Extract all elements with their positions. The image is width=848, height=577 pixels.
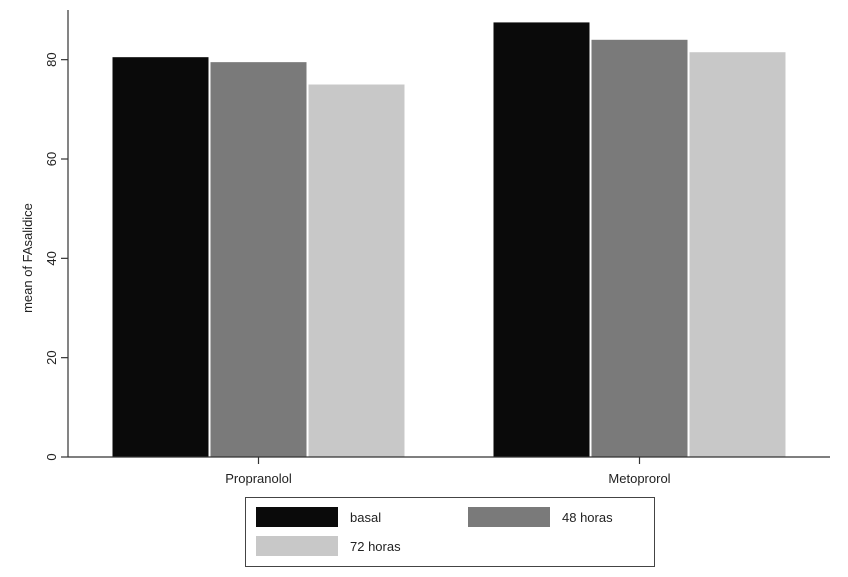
y-tick-label-1: 20 <box>44 350 59 364</box>
bars <box>112 22 786 458</box>
bar-chart: 0 20 40 60 80 Propranolol Metoprorol mean of … <box>20 10 830 486</box>
y-tick-label-2: 40 <box>44 251 59 265</box>
legend-label-48-horas: 48 horas <box>562 509 613 525</box>
legend-swatch-basal <box>256 507 338 527</box>
x-axis: Propranolol Metoprorol <box>68 456 830 486</box>
legend-item-72-horas: 72 horas <box>256 536 401 556</box>
bar-metoprorol-basal <box>493 22 590 458</box>
legend-item-basal: basal <box>256 507 381 527</box>
bar-metoprorol-72-horas <box>689 52 786 457</box>
legend-label-basal: basal <box>350 509 382 525</box>
x-tick-label-1: Metoprorol <box>608 471 670 486</box>
y-axis: 0 20 40 60 80 <box>44 10 69 461</box>
legend: basal 48 horas 72 horas <box>245 497 655 567</box>
bar-propranolol-48-horas <box>210 62 307 458</box>
legend-swatch-72-horas <box>256 536 338 556</box>
legend-label-72-horas: 72 horas <box>350 538 401 554</box>
y-tick-label-3: 60 <box>44 152 59 166</box>
x-tick-label-0: Propranolol <box>225 471 292 486</box>
y-tick-label-4: 80 <box>44 52 59 66</box>
bar-propranolol-72-horas <box>308 84 405 457</box>
legend-swatch-48-horas <box>468 507 550 527</box>
legend-item-48-horas: 48 horas <box>468 507 613 527</box>
bar-propranolol-basal <box>112 57 209 457</box>
y-tick-label-0: 0 <box>44 453 59 460</box>
bar-metoprorol-48-horas <box>591 39 688 458</box>
y-axis-title: mean of FAsalidice <box>20 203 35 313</box>
